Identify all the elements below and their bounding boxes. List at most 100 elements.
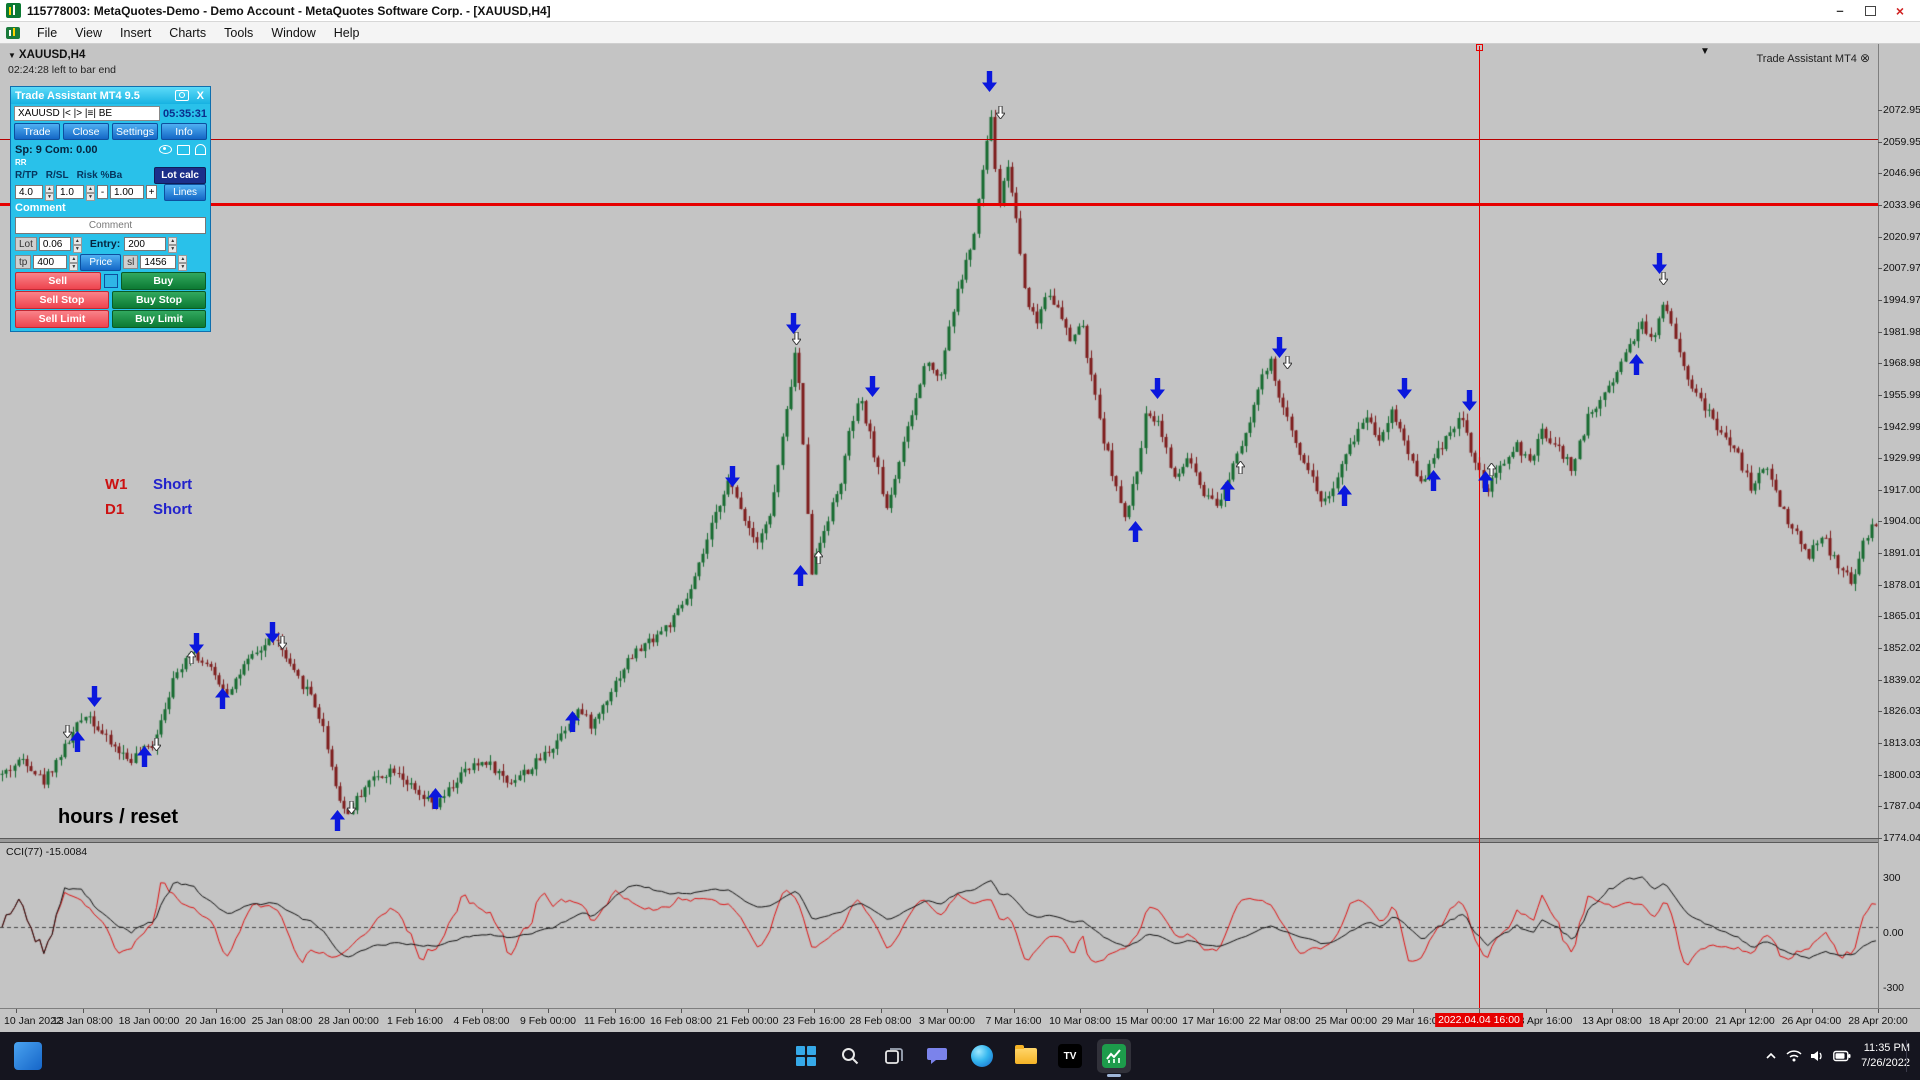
- price-tick: [1878, 236, 1882, 238]
- vertical-red-line[interactable]: [1479, 46, 1480, 1008]
- taskbar-clock[interactable]: 11:35 PM 7/26/2022: [1861, 1041, 1910, 1071]
- order-mode-checkbox[interactable]: [103, 273, 118, 288]
- tab-info[interactable]: Info: [161, 123, 207, 140]
- lot-stepper[interactable]: ▲ ▼: [72, 237, 82, 253]
- buy-signal-arrow: [792, 564, 808, 586]
- price-scale[interactable]: 2072.95 2059.95 2046.96 2033.96 2020.97 2007.…: [1878, 44, 1920, 1009]
- buy-stop-button[interactable]: Buy Stop: [112, 290, 206, 309]
- price-scale-label: 2059.95: [1883, 135, 1920, 148]
- risk-minus-button[interactable]: -: [97, 185, 108, 199]
- sell-stop-button[interactable]: Sell Stop: [15, 290, 109, 309]
- tab-close[interactable]: Close: [63, 123, 109, 140]
- horizontal-price-line[interactable]: [0, 139, 1878, 140]
- candlestick-chart[interactable]: [0, 44, 1878, 838]
- taskbar-tradingview-button[interactable]: TV: [1053, 1039, 1087, 1073]
- menu-insert[interactable]: Insert: [120, 25, 152, 40]
- sl-input[interactable]: 1456: [140, 255, 177, 269]
- sl-stepper[interactable]: ▲ ▼: [178, 255, 188, 271]
- rsl-input[interactable]: 1.0: [56, 185, 84, 199]
- file-explorer-icon: [1015, 1045, 1037, 1064]
- entry-stepper[interactable]: ▲ ▼: [168, 237, 178, 253]
- time-axis-label: 17 Mar 16:00: [1182, 1015, 1244, 1027]
- close-button[interactable]: ×: [1895, 2, 1905, 19]
- menu-file[interactable]: File: [37, 25, 58, 40]
- risk-plus-button[interactable]: +: [146, 185, 157, 199]
- menu-tools[interactable]: Tools: [224, 25, 254, 40]
- screenshot-icon[interactable]: [174, 90, 189, 101]
- market-order-row: Sell Buy: [15, 271, 206, 290]
- menu-charts[interactable]: Charts: [169, 25, 207, 40]
- taskbar-taskview-button[interactable]: [877, 1039, 911, 1073]
- vline-end-marker[interactable]: [1476, 44, 1483, 51]
- clock-time: 11:35 PM: [1863, 1042, 1910, 1055]
- time-tick: [1279, 1009, 1281, 1013]
- tray-chevron-icon[interactable]: [1764, 1049, 1778, 1063]
- price-scale-label: 1955.99: [1883, 388, 1920, 401]
- taskbar-edge-button[interactable]: [965, 1039, 999, 1073]
- menu-window[interactable]: Window: [271, 25, 316, 40]
- show-desktop-strip[interactable]: [1906, 1040, 1910, 1072]
- price-scale-label: 1800.03: [1883, 768, 1920, 781]
- tp-sl-row: tp 400 ▲ ▼ Price sl 1456 ▲ ▼: [15, 253, 206, 271]
- sell-signal-arrow: [981, 70, 997, 92]
- entry-input[interactable]: 200: [124, 237, 167, 251]
- sell-signal-arrow: [188, 632, 204, 654]
- taskbar-chat-button[interactable]: [921, 1039, 955, 1073]
- taskbar-mt4-button[interactable]: [1097, 1039, 1131, 1073]
- taskbar-pinned-app[interactable]: [14, 1042, 42, 1070]
- horizontal-price-line[interactable]: [0, 203, 1878, 206]
- panel-header[interactable]: Trade Assistant MT4 9.5 X: [11, 87, 210, 104]
- chart-symbol-label[interactable]: ▼ XAUUSD,H4: [8, 49, 86, 61]
- menu-help[interactable]: Help: [333, 25, 360, 40]
- price-scale-label: 1942.99: [1883, 420, 1920, 433]
- taskbar-explorer-button[interactable]: [1009, 1039, 1043, 1073]
- rtp-stepper[interactable]: ▲ ▼: [45, 185, 54, 201]
- spread-commission-row: Sp: 9 Com: 0.00: [15, 142, 206, 157]
- wifi-icon[interactable]: [1786, 1049, 1802, 1063]
- time-axis[interactable]: 10 Jan 2022 13 Jan 08:00 18 Jan 00:00 20 Ja…: [0, 1009, 1920, 1032]
- taskbar-search-button[interactable]: [833, 1039, 867, 1073]
- bell-icon[interactable]: [195, 144, 206, 155]
- edge-icon: [971, 1045, 993, 1067]
- panel-close-button[interactable]: X: [196, 89, 204, 102]
- tab-trade[interactable]: Trade: [14, 123, 60, 140]
- tab-settings[interactable]: Settings: [112, 123, 158, 140]
- title-bar: 115778003: MetaQuotes-Demo - Demo Accoun…: [0, 0, 1920, 22]
- chart-area[interactable]: ▼ XAUUSD,H4 02:24:28 left to bar end Trad…: [0, 44, 1920, 1032]
- restore-button[interactable]: [1856, 2, 1884, 20]
- symbol-navigator[interactable]: XAUUSD |< |> |≡| BE: [14, 106, 160, 121]
- price-tick: [1878, 458, 1882, 460]
- price-button[interactable]: Price: [80, 253, 122, 271]
- buy-limit-button[interactable]: Buy Limit: [112, 309, 206, 328]
- time-axis-label: 9 Feb 00:00: [519, 1015, 577, 1027]
- taskbar-center-icons: TV: [789, 1032, 1131, 1080]
- time-tick: [16, 1009, 17, 1013]
- sell-button[interactable]: Sell: [15, 271, 101, 290]
- buy-signal-arrow: [69, 730, 85, 752]
- lines-button[interactable]: Lines: [164, 183, 206, 201]
- hours-reset-label[interactable]: hours / reset: [58, 806, 179, 828]
- camera-icon[interactable]: [177, 144, 190, 155]
- cci-indicator-chart[interactable]: [0, 843, 1878, 1008]
- risk-input[interactable]: 1.00: [110, 185, 144, 199]
- battery-icon[interactable]: [1833, 1050, 1851, 1062]
- tp-input[interactable]: 400: [33, 255, 68, 269]
- panel-separator[interactable]: [0, 838, 1878, 843]
- windows-start-button[interactable]: [789, 1039, 823, 1073]
- volume-icon[interactable]: [1810, 1049, 1825, 1063]
- lot-calc-button[interactable]: Lot calc: [154, 167, 206, 184]
- rsl-stepper[interactable]: ▲ ▼: [86, 185, 95, 201]
- eye-icon[interactable]: [159, 145, 172, 154]
- tp-stepper[interactable]: ▲ ▼: [69, 255, 79, 271]
- time-tick: [1412, 1009, 1414, 1013]
- price-scale-label: 1917.00: [1883, 483, 1920, 496]
- comment-input[interactable]: Comment: [15, 217, 206, 234]
- buy-button[interactable]: Buy: [120, 271, 206, 290]
- minimize-button[interactable]: –: [1836, 3, 1844, 18]
- lot-input[interactable]: 0.06: [38, 237, 71, 251]
- rtp-input[interactable]: 4.0: [15, 185, 43, 199]
- menu-view[interactable]: View: [75, 25, 103, 40]
- sell-limit-button[interactable]: Sell Limit: [15, 309, 109, 328]
- indicator-close-icon[interactable]: ⊗: [1859, 51, 1870, 65]
- rr-toggle[interactable]: RR: [15, 158, 27, 167]
